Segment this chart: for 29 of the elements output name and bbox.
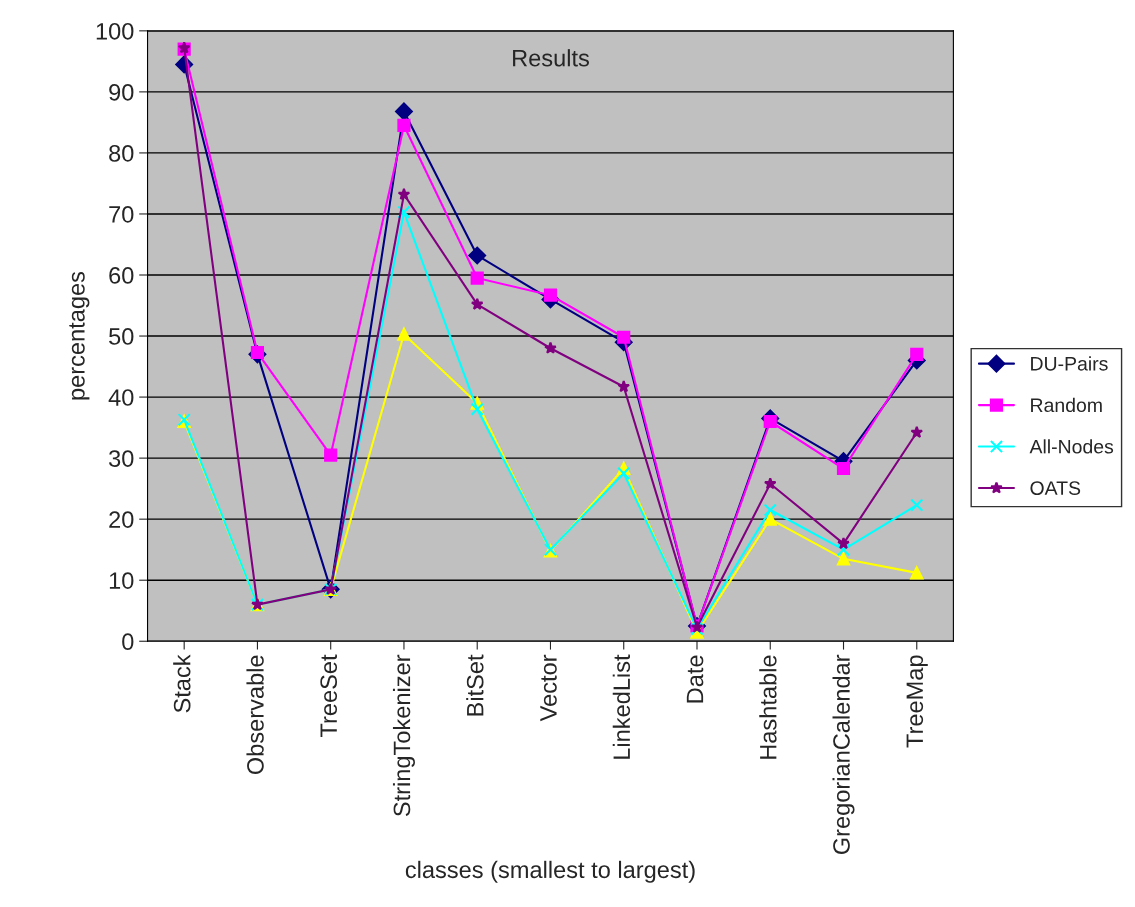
y-tick-label: 30 [109,450,134,467]
y-tick-label: 80 [109,144,134,162]
y-tick-label: 10 [109,572,134,589]
x-tick-label: TreeSet [320,654,338,738]
x-axis-title: classes (smallest to largest) [405,860,695,883]
x-tick-label: BitSet [466,654,484,716]
y-tick-label: 40 [108,389,134,406]
x-tick-label: Observable [246,655,264,775]
x-tick-label: Stack [173,654,191,713]
y-axis-title: percentages [69,271,90,400]
y-tick-label: 70 [109,206,134,223]
x-tick-label: LinkedList [612,654,631,759]
x-tick-label: Hashtable [759,655,777,759]
y-tick-label: 50 [109,328,134,345]
x-tick-label: Vector [540,654,557,722]
legend-label: DU-Pairs [1031,356,1108,371]
x-tick-label: GregorianCalendar [832,654,855,855]
y-tick-label: 20 [109,511,134,528]
legend-label: Random [1031,397,1102,413]
x-tick-label: Date [686,655,704,703]
legend-label: All-Nodes [1029,439,1114,454]
x-tick-label: TreeMap [906,655,928,748]
y-tick-label: 0 [122,633,134,651]
y-tick-label: 90 [109,83,134,101]
text: Results [513,49,589,67]
x-tick-label: StringTokenizer [392,654,415,817]
y-tick-label: 100 [96,22,134,40]
legend-label: OATS [1030,481,1081,496]
y-tick-label: 60 [109,267,134,284]
